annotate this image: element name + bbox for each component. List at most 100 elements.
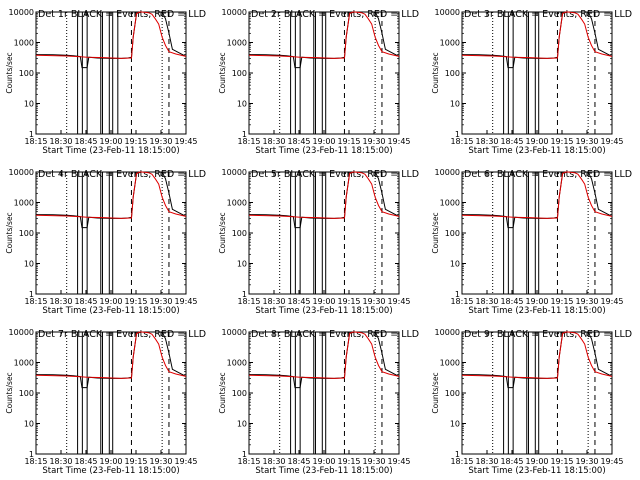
- x-tick-label: 19:30: [362, 137, 385, 146]
- y-tick-label: 10: [237, 100, 247, 109]
- x-tick-label: 19:45: [387, 297, 410, 306]
- panel-title: Det 6r BLACK = Events, RED = LLD: [464, 169, 632, 180]
- x-tick-label: 19:30: [575, 137, 598, 146]
- y-tick-label: 10000: [435, 8, 460, 17]
- y-tick-label: 10000: [222, 328, 247, 337]
- x-tick-label: 18:45: [500, 457, 523, 466]
- x-tick-label: 19:00: [525, 297, 548, 306]
- y-tick-label: 1000: [227, 359, 247, 368]
- y-tick-label: 10000: [222, 8, 247, 17]
- y-tick-label: 100: [445, 69, 460, 78]
- panel-9: Det 9r BLACK = Events, RED = LLD 1 10 100 10…: [431, 328, 632, 476]
- series-lld-line: [35, 331, 187, 379]
- series-lld-line: [461, 331, 613, 379]
- x-tick-label: 19:00: [99, 137, 122, 146]
- x-axis-label: Start Time (23-Feb-11 18:15:00): [42, 466, 179, 476]
- x-tick-label: 19:00: [312, 137, 335, 146]
- x-tick-label: 19:15: [550, 137, 573, 146]
- y-tick-label: 1000: [440, 359, 460, 368]
- x-tick-label: 18:30: [49, 457, 72, 466]
- panel-title: Det 3r BLACK = Events, RED = LLD: [464, 9, 632, 20]
- y-axis-label: Counts/sec: [431, 52, 440, 93]
- x-tick-label: 19:15: [337, 297, 360, 306]
- y-tick-label: 100: [19, 229, 34, 238]
- x-tick-label: 19:45: [174, 137, 197, 146]
- x-tick-label: 19:15: [550, 457, 573, 466]
- x-tick-label: 18:45: [287, 457, 310, 466]
- x-tick-label: 18:30: [475, 297, 498, 306]
- x-tick-label: 18:15: [24, 137, 47, 146]
- panel-2: Det 2r BLACK = Events, RED = LLD 1 10 100 10…: [218, 8, 419, 156]
- plot-frame: [248, 331, 400, 455]
- y-tick-label: 1: [242, 130, 247, 139]
- x-tick-label: 19:30: [149, 137, 172, 146]
- y-tick-label: 10: [24, 420, 34, 429]
- x-axis-label: Start Time (23-Feb-11 18:15:00): [468, 466, 605, 476]
- x-tick-label: 19:00: [525, 137, 548, 146]
- x-tick-label: 19:45: [387, 457, 410, 466]
- y-tick-label: 1: [29, 130, 34, 139]
- y-tick-label: 100: [232, 229, 247, 238]
- x-axis-label: Start Time (23-Feb-11 18:15:00): [255, 306, 392, 316]
- y-tick-label: 1000: [440, 199, 460, 208]
- series-lld-line: [461, 171, 613, 219]
- panel-8: Det 8r BLACK = Events, RED = LLD 1 10 100 10…: [218, 328, 419, 476]
- x-tick-label: 19:30: [149, 297, 172, 306]
- y-tick-label: 1: [242, 290, 247, 299]
- y-axis-label: Counts/sec: [218, 52, 227, 93]
- x-tick-label: 18:45: [500, 137, 523, 146]
- y-tick-label: 1: [455, 450, 460, 459]
- y-tick-label: 1000: [440, 39, 460, 48]
- plot-frame: [461, 331, 613, 455]
- x-tick-label: 19:45: [387, 137, 410, 146]
- x-tick-label: 19:00: [312, 297, 335, 306]
- x-tick-label: 18:30: [475, 137, 498, 146]
- y-tick-label: 10000: [9, 8, 34, 17]
- x-tick-label: 18:45: [74, 297, 97, 306]
- y-tick-label: 10: [450, 420, 460, 429]
- x-axis-label: Start Time (23-Feb-11 18:15:00): [468, 306, 605, 316]
- y-axis-label: Counts/sec: [5, 52, 14, 93]
- plot-frame: [248, 171, 400, 295]
- plot-frame: [35, 11, 187, 135]
- panel-title: Det 4r BLACK = Events, RED = LLD: [38, 169, 206, 180]
- y-tick-label: 1000: [14, 199, 34, 208]
- x-tick-label: 18:30: [262, 297, 285, 306]
- panel-3: Det 3r BLACK = Events, RED = LLD 1 10 100 10…: [431, 8, 632, 156]
- y-tick-label: 1000: [227, 39, 247, 48]
- x-tick-label: 19:15: [337, 137, 360, 146]
- plot-frame: [35, 331, 187, 455]
- x-tick-label: 19:00: [99, 297, 122, 306]
- x-tick-label: 19:15: [124, 457, 147, 466]
- y-axis-label: Counts/sec: [218, 372, 227, 413]
- y-tick-label: 100: [445, 389, 460, 398]
- plot-frame: [461, 11, 613, 135]
- x-tick-label: 19:15: [124, 137, 147, 146]
- y-tick-label: 100: [445, 229, 460, 238]
- series-lld-line: [35, 171, 187, 219]
- series-lld-line: [248, 11, 400, 59]
- x-tick-label: 18:30: [49, 297, 72, 306]
- x-tick-label: 18:45: [500, 297, 523, 306]
- x-tick-label: 19:30: [149, 457, 172, 466]
- y-axis-label: Counts/sec: [5, 212, 14, 253]
- x-axis-label: Start Time (23-Feb-11 18:15:00): [42, 146, 179, 156]
- x-tick-label: 19:30: [575, 297, 598, 306]
- panel-6: Det 6r BLACK = Events, RED = LLD 1 10 100 10…: [431, 168, 632, 316]
- y-tick-label: 10: [450, 260, 460, 269]
- x-tick-label: 19:30: [362, 457, 385, 466]
- y-tick-label: 10: [450, 100, 460, 109]
- y-tick-label: 1: [29, 450, 34, 459]
- y-tick-label: 100: [19, 389, 34, 398]
- y-tick-label: 10000: [435, 168, 460, 177]
- x-tick-label: 19:15: [124, 297, 147, 306]
- x-tick-label: 18:30: [262, 137, 285, 146]
- panel-1: Det 1r BLACK = Events, RED = LLD 1 10 100 10…: [5, 8, 206, 156]
- x-tick-label: 18:15: [237, 297, 260, 306]
- series-lld-line: [461, 11, 613, 59]
- x-tick-label: 19:45: [600, 297, 623, 306]
- y-tick-label: 10: [24, 260, 34, 269]
- panel-title: Det 9r BLACK = Events, RED = LLD: [464, 329, 632, 340]
- x-tick-label: 19:15: [550, 297, 573, 306]
